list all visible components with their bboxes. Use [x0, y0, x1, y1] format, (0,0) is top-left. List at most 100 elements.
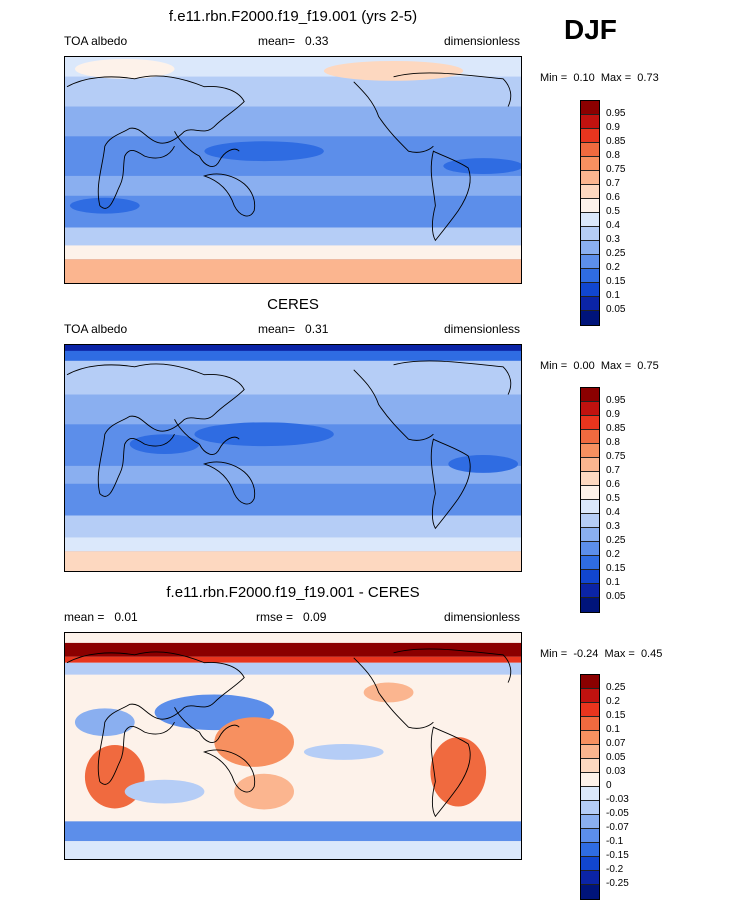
- colorbar-tick-label: 0.75: [606, 451, 626, 462]
- colorbar-swatch: [581, 185, 599, 199]
- colorbar-tick-label: 0.9: [606, 409, 620, 420]
- colorbar-tick-label: 0.15: [606, 563, 626, 574]
- panel2-units: dimensionless: [444, 322, 521, 336]
- panel2-min-max: Min = 0.00 Max = 0.75: [540, 360, 659, 372]
- colorbar-swatch: [581, 297, 599, 311]
- colorbar-tick-label: -0.15: [606, 850, 629, 861]
- colorbar-tick-label: 0.1: [606, 290, 620, 301]
- panel3-min-value: -0.24: [573, 648, 599, 660]
- colorbar-swatch: [581, 514, 599, 528]
- panel3-max-value: 0.45: [640, 648, 663, 660]
- colorbar-tick-label: -0.1: [606, 836, 624, 847]
- panel3-mean-label: mean =: [64, 610, 105, 624]
- panel1-units: dimensionless: [444, 34, 521, 48]
- panel3-rmse-value: 0.09: [303, 610, 327, 624]
- colorbar-swatch: [581, 101, 599, 115]
- colorbar-tick-label: 0.9: [606, 122, 620, 133]
- colorbar-tick-label: 0.7: [606, 178, 620, 189]
- panel2-variable-label: TOA albedo: [64, 322, 128, 336]
- colorbar-tick-label: 0.25: [606, 535, 626, 546]
- colorbar-tick-label: 0.2: [606, 696, 620, 707]
- colorbar-swatch: [581, 143, 599, 157]
- colorbar-swatch: [581, 213, 599, 227]
- colorbar-swatch: [581, 444, 599, 458]
- colorbar-swatch: [581, 556, 599, 570]
- panel1-max-value: 0.73: [637, 72, 659, 84]
- panel2-map: [64, 344, 522, 572]
- colorbar-swatch: [581, 199, 599, 213]
- colorbar-swatch: [581, 815, 599, 829]
- colorbar-swatch: [581, 430, 599, 444]
- colorbar-tick-label: 0.4: [606, 507, 620, 518]
- colorbar-tick-label: 0.5: [606, 493, 620, 504]
- colorbar-tick-label: 0.85: [606, 423, 626, 434]
- colorbar-tick-label: 0.2: [606, 549, 620, 560]
- colorbar-tick-label: -0.25: [606, 878, 629, 889]
- colorbar-tick-label: 0.6: [606, 192, 620, 203]
- colorbar-tick-label: 0.95: [606, 108, 626, 119]
- colorbar-swatch: [581, 388, 599, 402]
- colorbar-tick-label: 0.15: [606, 710, 626, 721]
- colorbar-tick-label: 0.1: [606, 577, 620, 588]
- colorbar-tick-label: 0.6: [606, 479, 620, 490]
- colorbar-swatch: [581, 857, 599, 871]
- panel3-colorbar: [580, 674, 600, 900]
- colorbar-tick-label: 0.7: [606, 465, 620, 476]
- colorbar-swatch: [581, 542, 599, 556]
- colorbar-swatch: [581, 570, 599, 584]
- colorbar-swatch: [581, 458, 599, 472]
- colorbar-swatch: [581, 472, 599, 486]
- panel1-min-label: Min =: [540, 72, 568, 84]
- panel1-title: f.e11.rbn.F2000.f19_f19.001 (yrs 2-5): [168, 8, 418, 25]
- colorbar-swatch: [581, 416, 599, 430]
- colorbar-tick-label: 0.15: [606, 276, 626, 287]
- panel2-min-label: Min =: [540, 360, 568, 372]
- colorbar-swatch: [581, 241, 599, 255]
- colorbar-swatch: [581, 675, 599, 689]
- colorbar-swatch: [581, 584, 599, 598]
- panel3-mean-value: 0.01: [114, 610, 138, 624]
- panel3-units: dimensionless: [444, 610, 521, 624]
- colorbar-tick-label: -0.05: [606, 808, 629, 819]
- season-label: DJF: [564, 14, 617, 45]
- colorbar-tick-label: 0.3: [606, 521, 620, 532]
- colorbar-swatch: [581, 871, 599, 885]
- colorbar-swatch: [581, 773, 599, 787]
- colorbar-swatch: [581, 311, 599, 325]
- panel3-title: f.e11.rbn.F2000.f19_f19.001 - CERES: [166, 584, 420, 601]
- colorbar-swatch: [581, 500, 599, 514]
- panel3-min-max: Min = -0.24 Max = 0.45: [540, 648, 662, 660]
- colorbar-tick-label: -0.07: [606, 822, 629, 833]
- colorbar-tick-label: 0.05: [606, 304, 626, 315]
- panel2-max-label: Max =: [600, 360, 632, 372]
- colorbar-tick-label: 0.07: [606, 738, 626, 749]
- panel1-mean-label: mean=: [258, 34, 296, 48]
- colorbar-swatch: [581, 759, 599, 773]
- colorbar-tick-label: 0.5: [606, 206, 620, 217]
- panel1-colorbar: [580, 100, 600, 326]
- panel2-mean-label: mean=: [258, 322, 296, 336]
- colorbar-swatch: [581, 486, 599, 500]
- colorbar-swatch: [581, 283, 599, 297]
- panel2-mean: mean= 0.31: [258, 322, 328, 336]
- panel2-max-value: 0.75: [637, 360, 659, 372]
- panel3-mean: mean = 0.01: [64, 610, 138, 624]
- panel2-min-value: 0.00: [573, 360, 595, 372]
- panel3-max-label: Max =: [604, 648, 635, 660]
- panel1-mean: mean= 0.33: [258, 34, 328, 48]
- panel3-rmse-label: rmse =: [256, 610, 294, 624]
- colorbar-tick-label: 0.95: [606, 395, 626, 406]
- colorbar-tick-label: 0.2: [606, 262, 620, 273]
- colorbar-swatch: [581, 745, 599, 759]
- colorbar-swatch: [581, 843, 599, 857]
- colorbar-tick-label: -0.03: [606, 794, 629, 805]
- colorbar-swatch: [581, 269, 599, 283]
- colorbar-tick-label: 0.8: [606, 437, 620, 448]
- colorbar-swatch: [581, 129, 599, 143]
- colorbar-swatch: [581, 528, 599, 542]
- colorbar-swatch: [581, 227, 599, 241]
- colorbar-swatch: [581, 171, 599, 185]
- colorbar-tick-label: 0.25: [606, 248, 626, 259]
- colorbar-swatch: [581, 717, 599, 731]
- colorbar-swatch: [581, 115, 599, 129]
